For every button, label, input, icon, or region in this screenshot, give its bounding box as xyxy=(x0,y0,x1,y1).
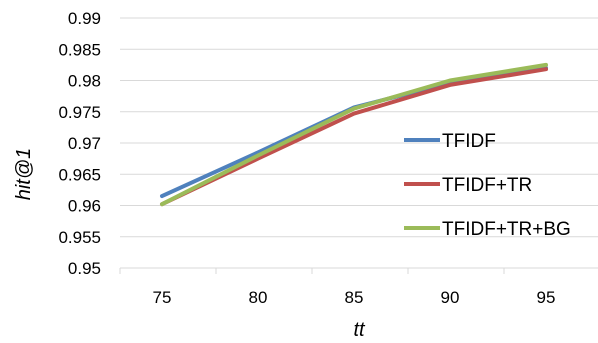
legend-label-tfidf: TFIDF xyxy=(442,131,496,152)
series-lines xyxy=(160,62,548,207)
x-tick-label: 85 xyxy=(345,288,364,307)
y-tick-label: 0.985 xyxy=(58,40,101,59)
x-tick-label: 75 xyxy=(153,288,172,307)
y-tick-label: 0.98 xyxy=(68,72,101,91)
y-tick-label: 0.955 xyxy=(58,228,101,247)
y-tick-label: 0.97 xyxy=(68,134,101,153)
legend-label-tfidf-tr: TFIDF+TR xyxy=(442,175,532,196)
axes: 0.95 0.955 0.96 0.965 0.97 0.975 0.98 0.985 0.99… xyxy=(58,9,598,307)
series-line-tfidf-tr-bg xyxy=(160,62,548,207)
x-tick-label: 80 xyxy=(249,288,268,307)
grid xyxy=(120,17,598,238)
y-tick-label: 0.99 xyxy=(68,9,101,28)
legend-label-tfidf-tr-bg: TFIDF+TR+BG xyxy=(442,219,571,240)
y-tick-label: 0.965 xyxy=(58,165,101,184)
y-tick-label: 0.975 xyxy=(58,103,101,122)
x-tick-label: 95 xyxy=(537,288,556,307)
legend: TFIDF TFIDF+TR TFIDF+TR+BG xyxy=(404,131,571,240)
y-tick-label: 0.96 xyxy=(68,197,101,216)
y-axis-title: hit@1 xyxy=(13,148,35,201)
x-axis-title: tt xyxy=(353,319,366,341)
y-tick-label: 0.95 xyxy=(68,259,101,278)
x-tick-label: 90 xyxy=(441,288,460,307)
